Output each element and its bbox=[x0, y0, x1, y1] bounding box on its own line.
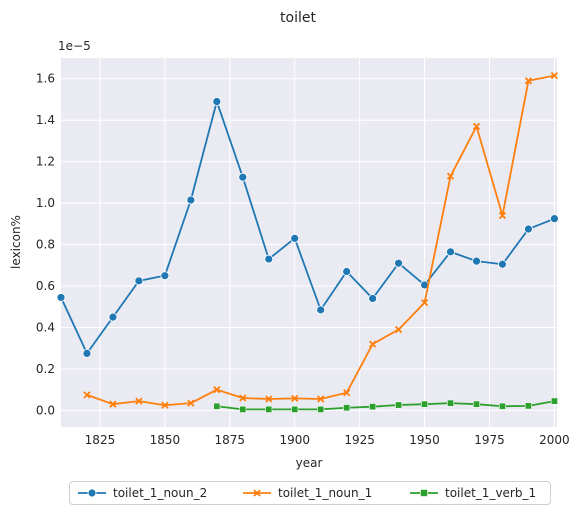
y-offset-label: 1e−5 bbox=[58, 39, 91, 53]
y-tick-label: 0.2 bbox=[36, 362, 55, 376]
data-point bbox=[265, 405, 273, 413]
ticks-layer: 1825 1850 1875 1900 1925 1950 1975 2000 0.0 0.2 0.… bbox=[36, 72, 570, 447]
data-point bbox=[160, 271, 170, 281]
data-point bbox=[213, 386, 221, 394]
series-line bbox=[60, 100, 555, 355]
data-point bbox=[343, 389, 351, 397]
series-1 bbox=[56, 97, 559, 358]
legend-swatch-series-3 bbox=[410, 489, 438, 497]
data-point bbox=[421, 400, 429, 408]
data-point bbox=[524, 77, 533, 85]
data-point bbox=[239, 394, 247, 402]
data-point bbox=[291, 405, 299, 413]
data-point bbox=[550, 397, 558, 405]
data-point bbox=[550, 214, 559, 224]
data-point bbox=[446, 172, 455, 180]
x-tick-label: 1900 bbox=[279, 433, 310, 447]
data-point bbox=[317, 405, 325, 413]
x-tick-label: 1925 bbox=[344, 433, 375, 447]
legend: toilet_1_noun_2 toilet_1_noun_1 toilet_1… bbox=[69, 481, 551, 505]
x-tick-label: 1825 bbox=[85, 433, 116, 447]
y-tick-label: 0.0 bbox=[36, 403, 55, 417]
data-point bbox=[395, 401, 403, 409]
data-point bbox=[394, 258, 403, 268]
data-point bbox=[239, 405, 247, 413]
data-point bbox=[187, 399, 195, 407]
legend-swatch-series-2 bbox=[243, 489, 271, 497]
data-point bbox=[265, 395, 273, 403]
series-layer bbox=[56, 71, 559, 413]
data-point bbox=[446, 247, 455, 257]
data-point bbox=[316, 305, 326, 315]
data-point bbox=[186, 195, 196, 205]
data-point bbox=[83, 391, 91, 399]
y-tick-label: 1.2 bbox=[36, 155, 55, 169]
data-point bbox=[524, 402, 532, 410]
y-tick-label: 1.6 bbox=[36, 72, 55, 86]
x-tick-label: 1950 bbox=[409, 433, 440, 447]
data-point bbox=[369, 403, 377, 411]
data-point bbox=[472, 256, 481, 266]
data-point bbox=[472, 400, 480, 408]
legend-swatch-series-1 bbox=[78, 488, 106, 498]
series-3 bbox=[213, 397, 558, 413]
data-point bbox=[238, 172, 248, 182]
plot-area bbox=[61, 58, 557, 427]
data-point bbox=[342, 267, 352, 276]
chart-title: toilet bbox=[280, 10, 316, 26]
data-point bbox=[161, 401, 169, 409]
data-point bbox=[498, 402, 506, 410]
y-tick-label: 1.4 bbox=[36, 113, 55, 127]
y-tick-label: 0.4 bbox=[36, 320, 55, 334]
legend-label-series-1: toilet_1_noun_2 bbox=[113, 486, 208, 500]
data-point bbox=[368, 294, 378, 303]
legend-label-series-3: toilet_1_verb_1 bbox=[445, 486, 537, 500]
data-point bbox=[135, 397, 143, 405]
x-tick-label: 2000 bbox=[539, 433, 570, 447]
data-point bbox=[472, 122, 481, 131]
series-2 bbox=[83, 71, 559, 409]
grid bbox=[61, 58, 557, 427]
data-point bbox=[213, 402, 221, 410]
data-point bbox=[109, 400, 117, 408]
x-axis-label: year bbox=[296, 456, 323, 470]
data-point bbox=[550, 71, 559, 80]
data-point bbox=[394, 325, 403, 334]
data-point bbox=[82, 349, 92, 358]
data-point bbox=[524, 224, 533, 234]
data-point bbox=[420, 298, 429, 307]
y-tick-label: 1.0 bbox=[36, 196, 55, 210]
data-point bbox=[134, 276, 144, 286]
y-tick-label: 0.8 bbox=[36, 238, 55, 252]
data-point bbox=[447, 399, 455, 407]
data-point bbox=[56, 293, 66, 302]
data-point bbox=[498, 259, 507, 269]
data-point bbox=[264, 254, 274, 264]
data-point bbox=[343, 404, 351, 412]
data-point bbox=[291, 394, 299, 403]
x-tick-label: 1875 bbox=[215, 433, 246, 447]
data-point bbox=[290, 233, 300, 243]
y-axis-label: lexicon% bbox=[9, 215, 23, 269]
x-tick-label: 1975 bbox=[474, 433, 505, 447]
legend-label-series-2: toilet_1_noun_1 bbox=[278, 486, 373, 500]
y-tick-label: 0.6 bbox=[36, 279, 55, 293]
series-line bbox=[216, 400, 555, 411]
data-point bbox=[498, 211, 507, 220]
data-point bbox=[212, 97, 222, 106]
data-point bbox=[317, 395, 325, 403]
x-tick-label: 1850 bbox=[150, 433, 181, 447]
data-point bbox=[108, 312, 118, 322]
data-point bbox=[368, 340, 377, 348]
